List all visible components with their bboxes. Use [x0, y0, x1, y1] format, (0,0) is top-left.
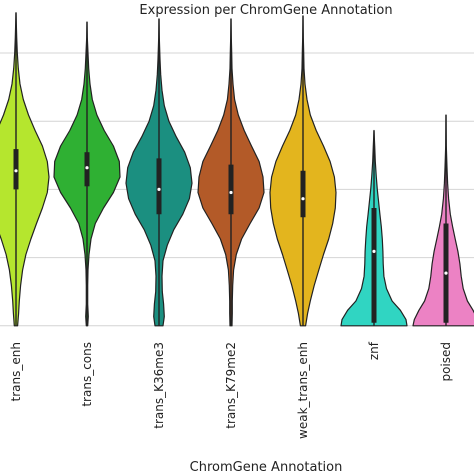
- x-tick-label-weak_trans_enh: weak_trans_enh: [296, 342, 310, 439]
- x-tick-label-trans_K79me2: trans_K79me2: [224, 342, 238, 429]
- x-tick-label-trans_enh: trans_enh: [9, 342, 23, 401]
- violin-median-trans_K36me3: [157, 187, 161, 191]
- violin-body-trans_enh: [0, 12, 50, 327]
- x-tick-label-trans_cons: trans_cons: [80, 342, 94, 407]
- violin-trans_K36me3: [125, 18, 193, 327]
- violin-weak_trans_enh: [269, 15, 337, 327]
- x-tick-label-poised: poised: [439, 342, 453, 382]
- violin-median-poised: [444, 271, 448, 275]
- violin-poised: [412, 114, 474, 327]
- x-tick-label-znf: znf: [367, 341, 381, 360]
- chart-title: Expression per ChromGene Annotation: [139, 3, 392, 18]
- violin-trans_enh: [0, 12, 50, 327]
- x-tick-label-trans_K36me3: trans_K36me3: [152, 342, 166, 429]
- violin-trans_cons: [53, 21, 121, 327]
- x-tick-layer: trans_enh trans_cons trans_K36me3 trans_K79…: [9, 341, 453, 439]
- x-axis-label: ChromGene Annotation: [190, 460, 343, 474]
- violin-median-trans_K79me2: [229, 190, 233, 195]
- violin-median-trans_cons: [85, 166, 89, 170]
- violin-median-weak_trans_enh: [301, 197, 305, 201]
- violin-median-trans_enh: [14, 169, 18, 173]
- violin-layer: [0, 12, 474, 327]
- violin-median-znf: [372, 249, 376, 253]
- violin-trans_K79me2: [197, 18, 265, 327]
- violin-znf: [340, 129, 408, 327]
